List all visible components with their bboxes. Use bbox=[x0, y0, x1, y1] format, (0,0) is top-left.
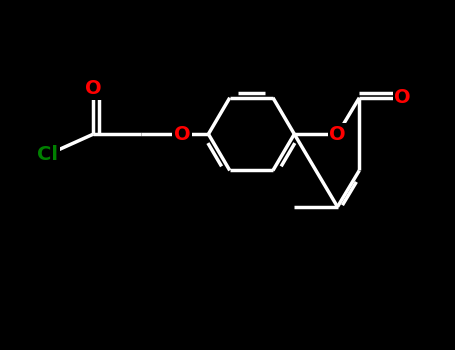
Text: O: O bbox=[394, 88, 411, 107]
Text: O: O bbox=[174, 125, 190, 144]
Text: Cl: Cl bbox=[37, 145, 58, 164]
Text: O: O bbox=[329, 125, 346, 144]
Text: O: O bbox=[85, 79, 102, 98]
